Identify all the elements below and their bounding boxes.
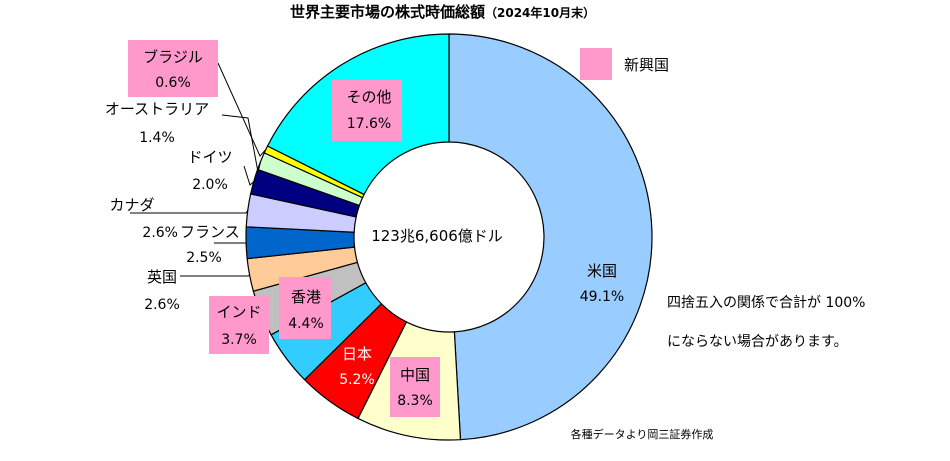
leader-line-8: [244, 166, 254, 185]
chart-title: 世界主要市場の株式時価総額: [290, 3, 485, 21]
legend-swatch-emerging: [580, 48, 612, 80]
slice-label-germany: ドイツ: [187, 148, 232, 166]
source-note: 各種データより岡三証券作成: [571, 427, 714, 441]
slice-value-germany: 2.0%: [192, 177, 228, 193]
slice-label-hongkong: 香港: [291, 288, 321, 306]
leader-line-10: [218, 63, 266, 156]
slice-label-canada: カナダ: [109, 196, 154, 214]
slice-value-canada: 2.6%: [142, 225, 178, 241]
slice-value-brazil: 0.6%: [155, 75, 191, 91]
slice-value-australia: 1.4%: [139, 130, 175, 146]
slice-label-brazil: ブラジル: [143, 48, 203, 66]
slice-value-us: 49.1%: [580, 289, 624, 305]
slice-value-hongkong: 4.4%: [288, 316, 324, 332]
rounding-note-line-2: にならない場合があります。: [667, 334, 848, 350]
slice-value-france: 2.5%: [186, 250, 222, 266]
slice-label-other: その他: [346, 88, 391, 106]
slice-label-india: インド: [216, 303, 261, 321]
slice-value-japan: 5.2%: [339, 372, 375, 388]
slice-label-china: 中国: [400, 366, 430, 384]
slice-value-china: 8.3%: [397, 393, 433, 409]
center-total-label: 123兆6,606億ドル: [371, 227, 503, 245]
legend-label-emerging: 新興国: [624, 56, 669, 74]
chart-title-note: （2024年10月末）: [485, 5, 595, 20]
slice-label-france: フランス: [180, 223, 240, 241]
slice-value-uk: 2.6%: [144, 297, 180, 313]
rounding-note-line-1: 四捨五入の関係で合計が 100%: [667, 294, 865, 311]
slice-label-australia: オーストラリア: [105, 100, 209, 118]
slice-label-us: 米国: [587, 262, 617, 280]
slice-label-japan: 日本: [342, 345, 372, 363]
slice-value-india: 3.7%: [221, 332, 257, 348]
slice-label-uk: 英国: [147, 268, 177, 286]
slice-value-other: 17.6%: [347, 116, 391, 132]
leader-line-5: [180, 275, 250, 276]
